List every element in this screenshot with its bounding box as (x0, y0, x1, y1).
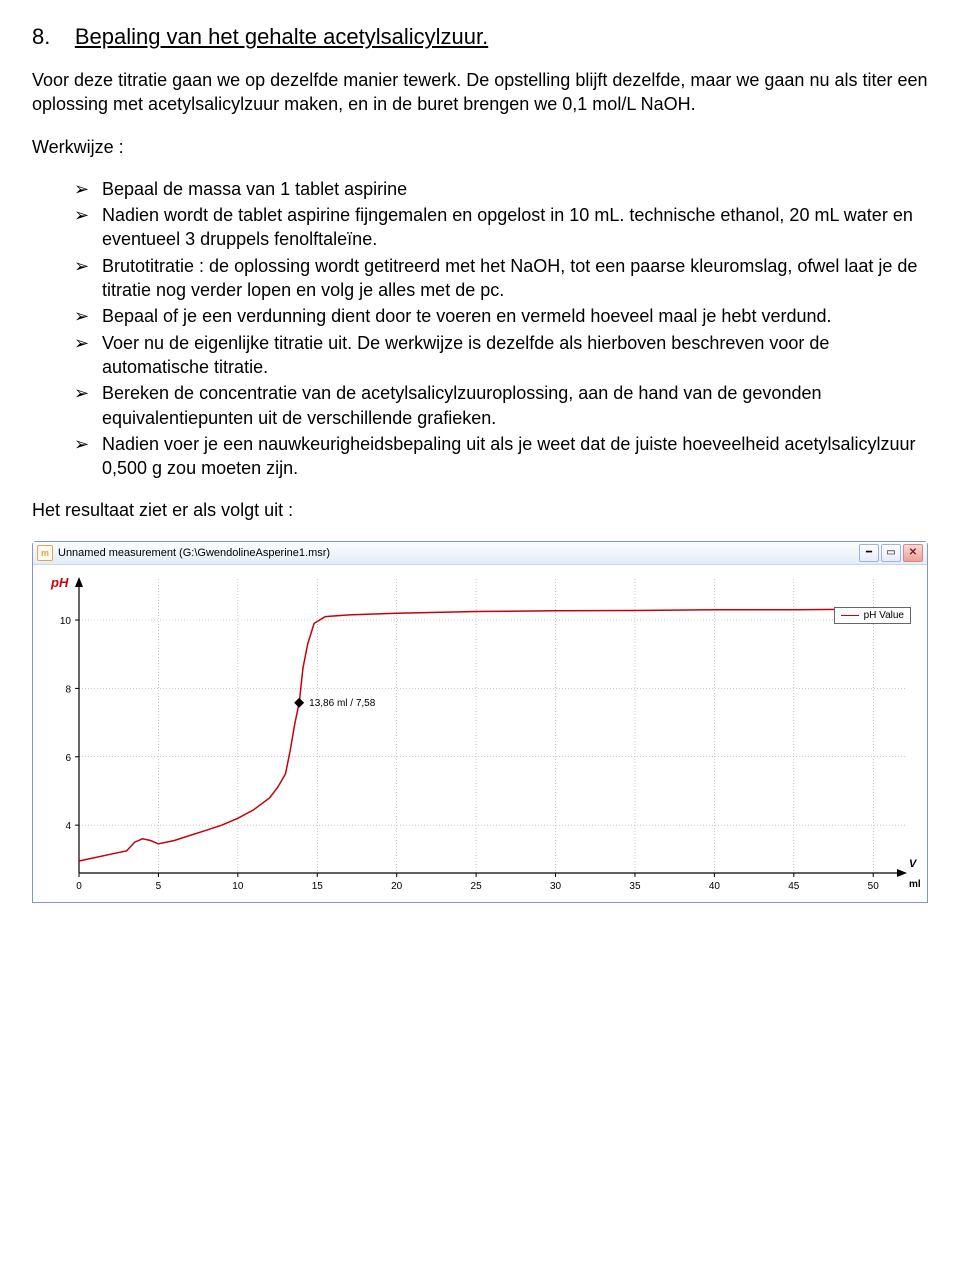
app-icon: m (37, 545, 53, 561)
svg-text:6: 6 (65, 753, 71, 764)
result-label: Het resultaat ziet er als volgt uit : (32, 498, 928, 522)
procedure-list: Bepaal de massa van 1 tablet aspirineNad… (32, 177, 928, 481)
procedure-item: Brutotitratie : de oplossing wordt getit… (74, 254, 928, 303)
svg-text:8: 8 (65, 684, 71, 695)
procedure-item: Bepaal de massa van 1 tablet aspirine (74, 177, 928, 201)
close-button[interactable]: ✕ (903, 544, 923, 562)
procedure-item: Nadien wordt de tablet aspirine fijngema… (74, 203, 928, 252)
window-title: Unnamed measurement (G:\GwendolineAsperi… (58, 547, 859, 559)
intro-paragraph: Voor deze titratie gaan we op dezelfde m… (32, 68, 928, 117)
window-titlebar: m Unnamed measurement (G:\GwendolineAspe… (33, 542, 927, 565)
maximize-button[interactable]: ▭ (881, 544, 901, 562)
svg-text:0: 0 (76, 881, 82, 892)
svg-text:50: 50 (868, 881, 880, 892)
svg-text:40: 40 (709, 881, 721, 892)
procedure-item: Voer nu de eigenlijke titratie uit. De w… (74, 331, 928, 380)
legend-swatch (841, 615, 859, 616)
svg-text:15: 15 (312, 881, 324, 892)
svg-text:25: 25 (471, 881, 483, 892)
minimize-button[interactable]: ━ (859, 544, 879, 562)
legend-label: pH Value (864, 610, 904, 621)
chart-legend: pH Value (834, 607, 911, 624)
svg-text:35: 35 (629, 881, 641, 892)
svg-text:13,86 ml / 7,58: 13,86 ml / 7,58 (309, 698, 376, 709)
werkwijze-label: Werkwijze : (32, 135, 928, 159)
svg-text:20: 20 (391, 881, 403, 892)
svg-text:45: 45 (788, 881, 800, 892)
section-heading: 8. Bepaling van het gehalte acetylsalicy… (32, 24, 928, 50)
section-number: 8. (32, 24, 50, 49)
procedure-item: Bereken de concentratie van de acetylsal… (74, 381, 928, 430)
chart-window: m Unnamed measurement (G:\GwendolineAspe… (32, 541, 928, 903)
procedure-item: Bepaal of je een verdunning dient door t… (74, 304, 928, 328)
titration-chart: 0 5 10 15 20 25 30 35 40 45 50 4 6 8 10 pH Vml 13,86 ml /… (33, 571, 925, 897)
chart-body: pH Value 0 5 10 15 20 25 30 35 40 45 50 4 6 8 10 pH Vml 1… (33, 565, 927, 902)
section-title: Bepaling van het gehalte acetylsalicylzu… (75, 24, 488, 49)
svg-text:5: 5 (156, 881, 162, 892)
svg-text:10: 10 (232, 881, 244, 892)
svg-text:10: 10 (60, 616, 72, 627)
procedure-item: Nadien voer je een nauwkeurigheidsbepali… (74, 432, 928, 481)
svg-text:V: V (909, 858, 918, 870)
svg-text:4: 4 (65, 821, 71, 832)
svg-text:ml: ml (909, 879, 921, 890)
svg-text:30: 30 (550, 881, 562, 892)
svg-text:pH: pH (50, 575, 69, 590)
